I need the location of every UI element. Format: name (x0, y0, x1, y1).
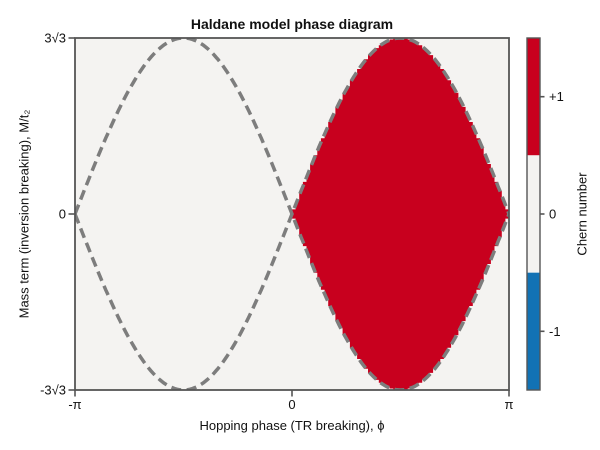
y-tick-label-bottom: -3√3 (40, 383, 66, 398)
chart-title: Haldane model phase diagram (191, 16, 393, 32)
colorbar-segment-minus-one (527, 272, 540, 390)
x-axis-label: Hopping phase (TR breaking), ϕ (199, 418, 384, 433)
colorbar-tick-label-plus-one: +1 (549, 89, 564, 104)
x-tick-label-zero: 0 (288, 397, 295, 412)
colorbar-segment-plus-one (527, 38, 540, 156)
y-tick-label-top: 3√3 (44, 31, 66, 46)
y-axis: 3√3 0 -3√3 Mass term (inversion breaking… (17, 31, 75, 398)
phase-boundary-lower (75, 38, 509, 390)
colorbar-tick-label-minus-one: -1 (549, 324, 561, 339)
colorbar-label: Chern number (575, 172, 590, 256)
x-tick-label-pi: π (505, 397, 514, 412)
colorbar: +1 0 -1 Chern number (526, 37, 590, 391)
y-tick-label-zero: 0 (59, 207, 66, 222)
x-axis: -π 0 π Hopping phase (TR breaking), ϕ (68, 390, 514, 433)
colorbar-segment-zero (527, 155, 540, 273)
y-axis-label: Mass term (inversion breaking), M/t₂ (17, 110, 32, 319)
colorbar-tick-label-zero: 0 (549, 207, 556, 222)
x-tick-label-minus-pi: -π (68, 397, 81, 412)
chern-plus-one-region (292, 38, 509, 390)
